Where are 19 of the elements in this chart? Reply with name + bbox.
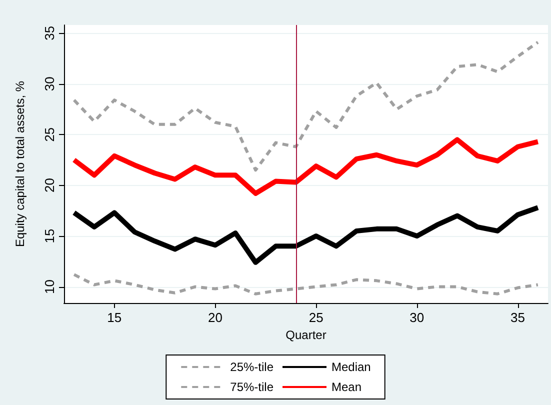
legend-label: Median xyxy=(332,360,371,374)
x-tick-label: 15 xyxy=(107,310,122,325)
x-tick-label: 35 xyxy=(510,310,525,325)
y-tick-label: 25 xyxy=(42,127,57,142)
x-tick-label: 30 xyxy=(410,310,424,325)
y-tick-label: 20 xyxy=(42,178,57,193)
x-tick-label: 25 xyxy=(308,310,324,325)
line-series xyxy=(72,273,540,296)
x-tick-label: 20 xyxy=(208,310,222,325)
legend-label: 25%-tile xyxy=(230,360,274,374)
y-axis-title: Equity capital to total assets, % xyxy=(13,80,27,248)
y-tick-label: 10 xyxy=(42,280,57,294)
legend-label: Mean xyxy=(332,380,362,394)
y-tick-label: 15 xyxy=(42,228,57,244)
legend-label: 75%-tile xyxy=(230,380,274,394)
x-axis-title: Quarter xyxy=(286,328,326,342)
line-series xyxy=(72,40,540,172)
y-tick-label: 30 xyxy=(42,76,57,92)
y-tick-label: 35 xyxy=(42,26,57,40)
